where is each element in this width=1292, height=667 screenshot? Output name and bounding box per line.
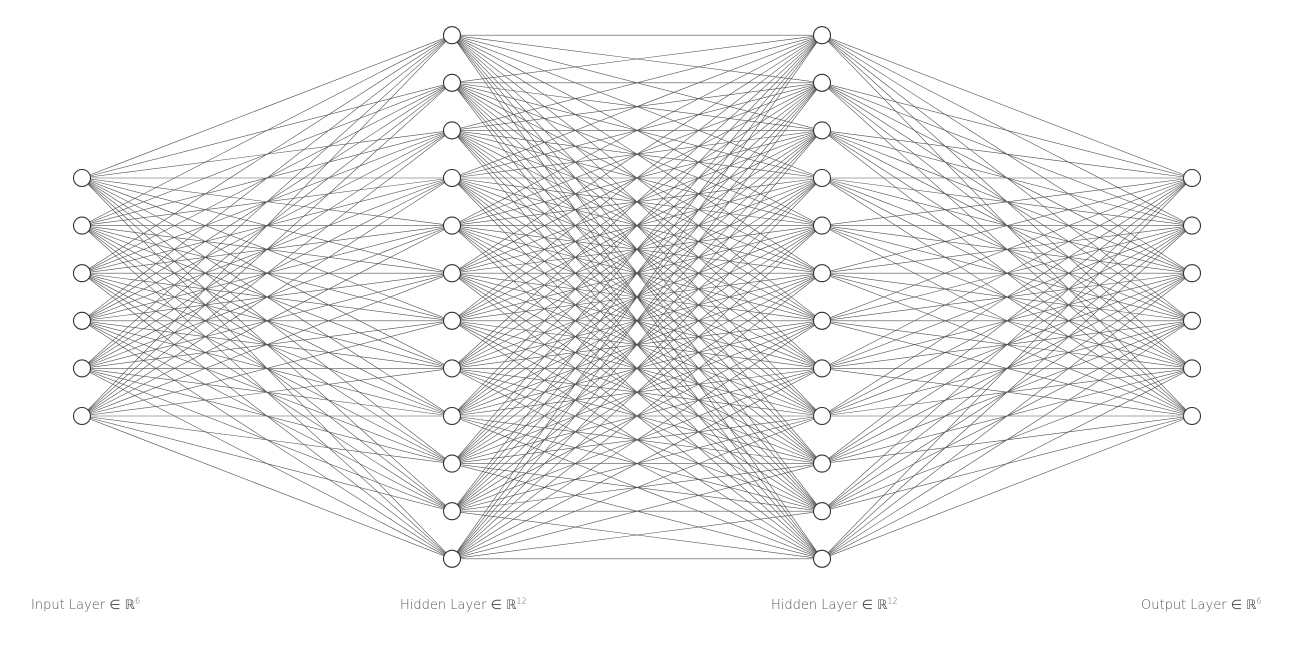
node-layer2-6 — [812, 311, 832, 330]
node-layer3-2 — [1182, 264, 1202, 283]
edge-l0-n5-to-n6 — [81, 320, 453, 417]
edge-l2-n11-to-n0 — [821, 177, 1193, 560]
node-layer0-3 — [72, 311, 92, 330]
edge-l1-n11-to-n10 — [451, 510, 823, 560]
edge-l2-n10-to-n0 — [821, 177, 1193, 512]
edge-l1-n3-to-n0 — [451, 34, 823, 179]
edge-l1-n11-to-n3 — [451, 177, 823, 560]
network-graph — [72, 26, 1202, 568]
node-layer1-2 — [442, 121, 462, 140]
node-layer2-5 — [812, 264, 832, 283]
node-layer3-4 — [1182, 359, 1202, 378]
edge-l1-n11-to-n7 — [451, 368, 823, 560]
edge-l2-n8-to-n0 — [821, 177, 1193, 417]
edge-l1-n11-to-n2 — [451, 130, 823, 559]
edge-l0-n5-to-n4 — [81, 225, 453, 417]
edge-l2-n1-to-n0 — [821, 82, 1193, 179]
edge-l1-n11-to-n1 — [451, 82, 823, 559]
input-layer-label: Input Layer ∈ ℝ6 — [31, 596, 141, 613]
node-layer1-5 — [442, 264, 462, 283]
edge-l0-n4-to-n0 — [81, 34, 453, 369]
node-layer3-0 — [1182, 168, 1202, 188]
edge-l1-n11-to-n4 — [451, 225, 823, 560]
node-layer2-4 — [812, 216, 832, 235]
node-layer3-3 — [1182, 311, 1202, 330]
edge-l0-n5-to-n10 — [81, 415, 453, 512]
edge-l2-n9-to-n0 — [821, 177, 1193, 464]
edge-l0-n1-to-n0 — [81, 34, 453, 226]
edge-l1-n5-to-n0 — [451, 34, 823, 274]
edge-l2-n7-to-n0 — [821, 177, 1193, 369]
node-layer2-0 — [812, 26, 832, 45]
edge-l1-n11-to-n9 — [451, 463, 823, 560]
edge-l0-n5-to-n9 — [81, 415, 453, 464]
node-layer3-1 — [1182, 216, 1202, 235]
node-layer2-11 — [812, 549, 832, 568]
node-layer1-7 — [442, 359, 462, 378]
node-layer0-1 — [72, 216, 92, 235]
edge-l0-n2-to-n0 — [81, 34, 453, 274]
edge-l0-n5-to-n1 — [81, 82, 453, 417]
edge-l1-n7-to-n0 — [451, 34, 823, 369]
node-layer0-2 — [72, 264, 92, 283]
node-layer2-3 — [812, 168, 832, 188]
edge-l1-n6-to-n0 — [451, 34, 823, 322]
edge-l1-n11-to-n6 — [451, 320, 823, 560]
node-layer2-8 — [812, 406, 832, 426]
edge-l1-n1-to-n0 — [451, 34, 823, 84]
edge-l2-n11-to-n2 — [821, 272, 1193, 560]
edge-l2-n4-to-n0 — [821, 177, 1193, 226]
edge-l2-n6-to-n0 — [821, 177, 1193, 322]
node-layer1-8 — [442, 406, 462, 426]
edge-l1-n9-to-n0 — [451, 35, 823, 464]
edge-l1-n11-to-n0 — [451, 35, 823, 559]
edge-l2-n5-to-n0 — [821, 177, 1193, 274]
node-layer2-7 — [812, 359, 832, 378]
node-layer1-1 — [442, 73, 462, 92]
node-layer3-5 — [1182, 406, 1202, 426]
edge-l1-n4-to-n0 — [451, 34, 823, 226]
node-layer1-6 — [442, 311, 462, 330]
edge-l0-n5-to-n5 — [81, 272, 453, 417]
edge-l2-n0-to-n0 — [821, 34, 1193, 179]
edge-l2-n2-to-n0 — [821, 130, 1193, 179]
hidden-layer-2-label: Hidden Layer ∈ ℝ12 — [771, 596, 898, 613]
edge-l0-n5-to-n7 — [81, 368, 453, 417]
output-layer-label: Output Layer ∈ ℝ6 — [1141, 596, 1262, 613]
node-layer0-0 — [72, 168, 92, 188]
node-layer2-1 — [812, 73, 832, 92]
edge-l1-n11-to-n5 — [451, 272, 823, 560]
edge-l2-n11-to-n3 — [821, 320, 1193, 560]
edge-group — [81, 34, 1193, 560]
node-group — [72, 26, 1202, 568]
edge-l2-n11-to-n1 — [821, 225, 1193, 560]
edge-l2-n11-to-n4 — [821, 368, 1193, 560]
edge-l0-n5-to-n0 — [81, 34, 453, 417]
node-layer1-4 — [442, 216, 462, 235]
edge-l2-n11-to-n5 — [821, 415, 1193, 560]
node-layer1-11 — [442, 549, 462, 568]
hidden-layer-1-label: Hidden Layer ∈ ℝ12 — [400, 596, 527, 613]
edge-l1-n11-to-n8 — [451, 415, 823, 560]
node-layer1-10 — [442, 502, 462, 521]
node-layer1-9 — [442, 454, 462, 473]
edge-l0-n5-to-n2 — [81, 130, 453, 417]
edge-l0-n0-to-n0 — [81, 34, 453, 179]
edge-l1-n8-to-n0 — [451, 34, 823, 417]
node-layer0-5 — [72, 406, 92, 426]
node-layer1-0 — [442, 26, 462, 45]
edge-l0-n5-to-n3 — [81, 177, 453, 417]
edge-l0-n3-to-n0 — [81, 34, 453, 322]
node-layer1-3 — [442, 168, 462, 188]
node-layer2-2 — [812, 121, 832, 140]
node-layer2-9 — [812, 454, 832, 473]
node-layer2-10 — [812, 502, 832, 521]
edge-l0-n5-to-n11 — [81, 415, 453, 560]
edge-l1-n2-to-n0 — [451, 34, 823, 131]
node-layer0-4 — [72, 359, 92, 378]
edge-l1-n10-to-n0 — [451, 35, 823, 512]
